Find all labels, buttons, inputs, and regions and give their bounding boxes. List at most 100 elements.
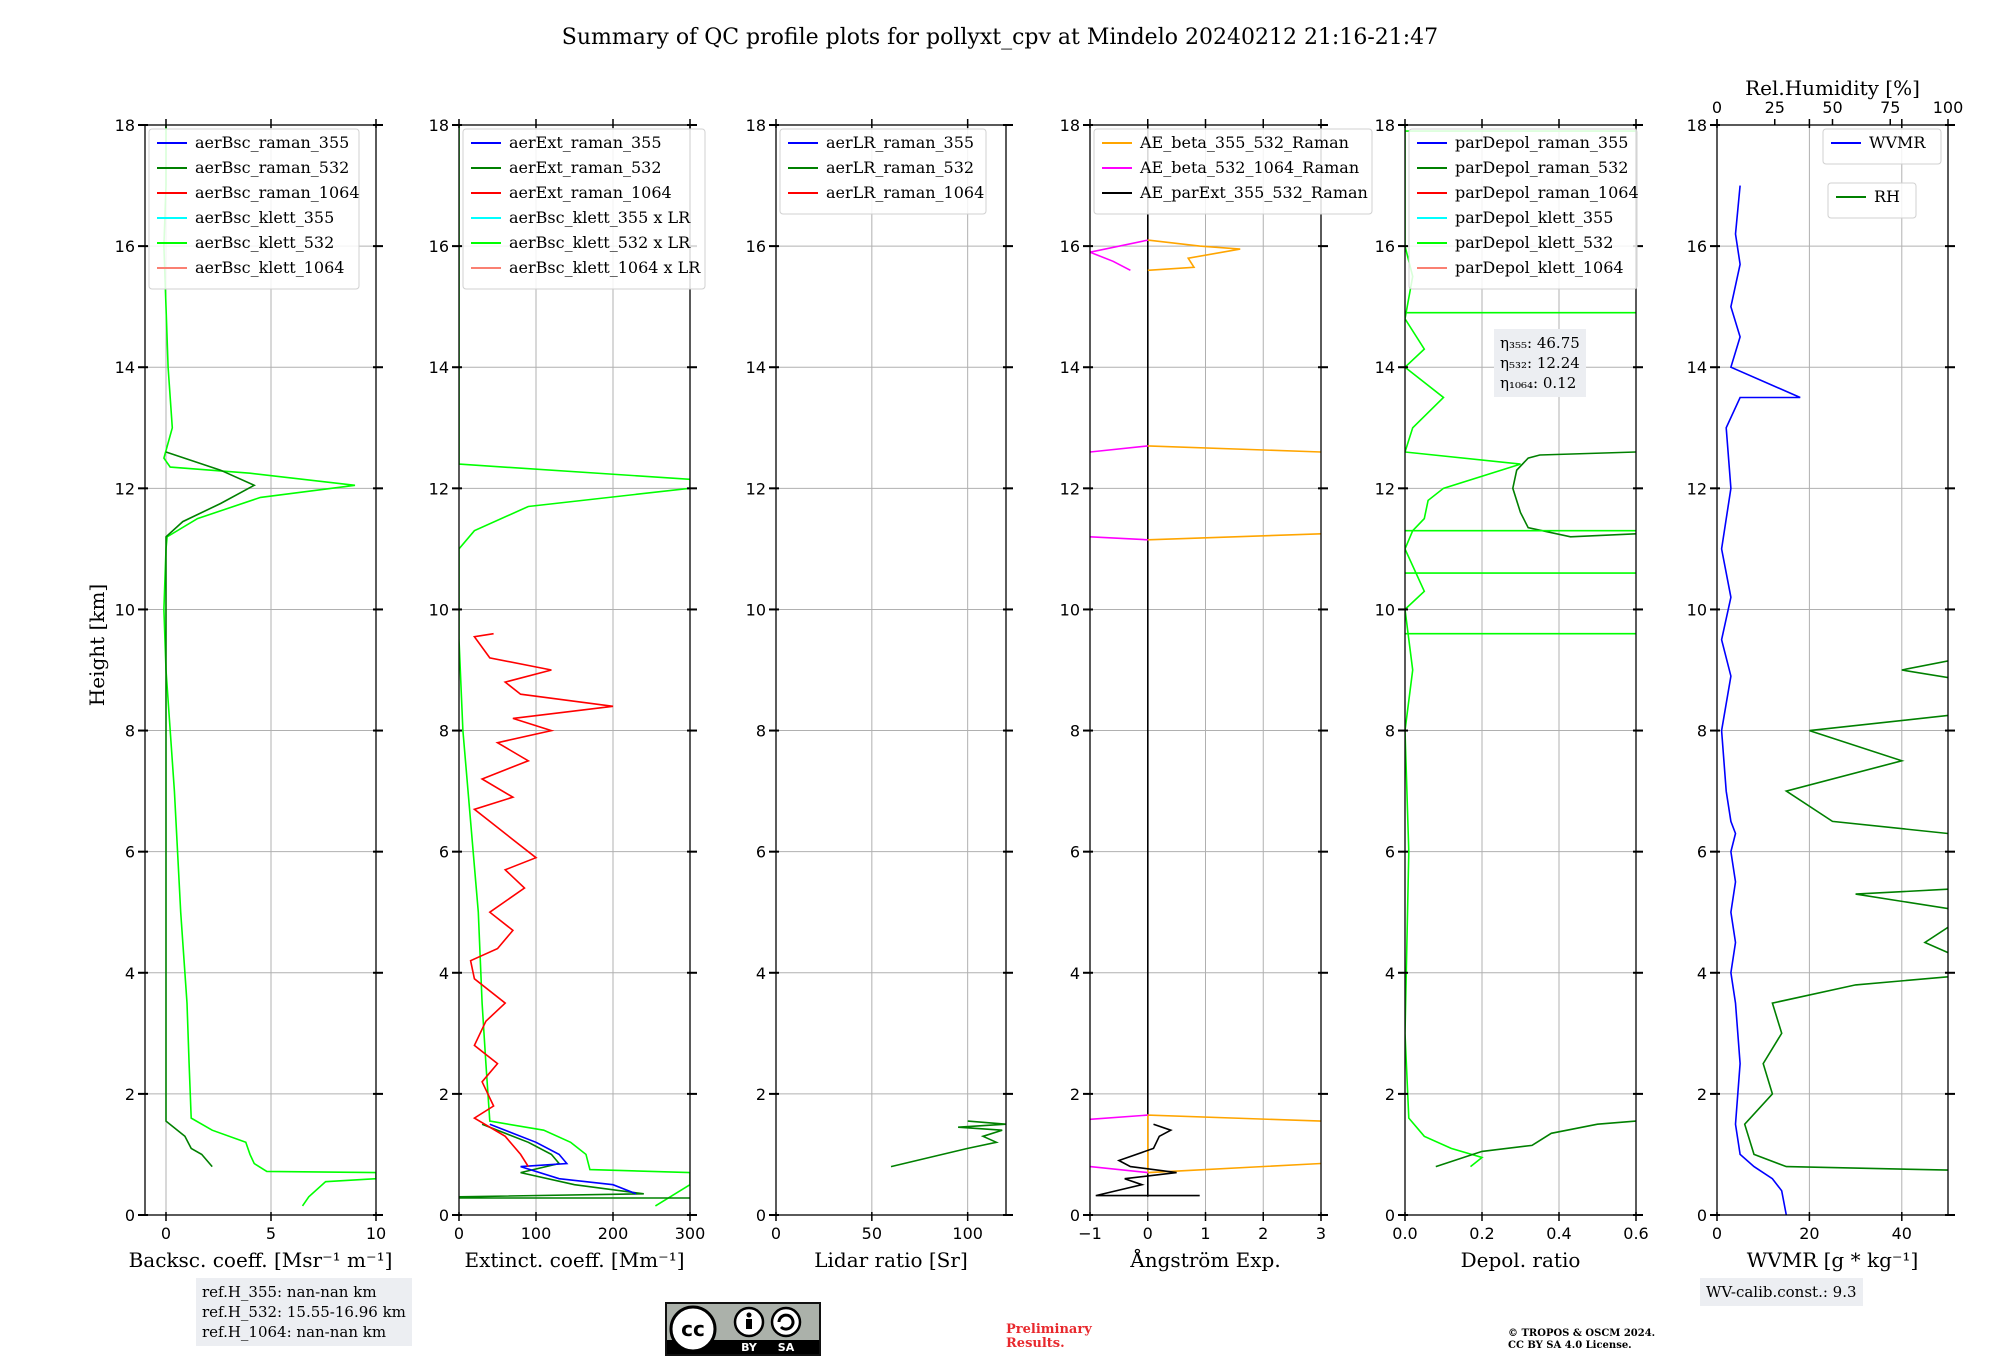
x-tick-label: 0 xyxy=(454,1224,464,1243)
x-tick-label: 2 xyxy=(1258,1224,1268,1243)
x-tick-label: 100 xyxy=(952,1224,983,1243)
legend-frame xyxy=(779,128,987,215)
series-line xyxy=(1511,451,1636,538)
legend-secondary: RH xyxy=(1827,182,1917,219)
x-axis-label: Depol. ratio xyxy=(1461,1248,1581,1272)
y-tick-label: 8 xyxy=(125,722,135,741)
x-tick-label: 10 xyxy=(366,1224,386,1243)
x-tick-label: 0 xyxy=(1712,1224,1722,1243)
y-tick-label: 2 xyxy=(1070,1085,1080,1104)
y-tick-label: 12 xyxy=(746,479,766,498)
y-tick-label: 14 xyxy=(429,358,449,377)
legend-label: aerExt_raman_532 xyxy=(509,158,662,177)
y-tick-label: 10 xyxy=(746,600,766,619)
y-tick-label: 16 xyxy=(1687,237,1707,256)
panel-bsc: 0 2 4 6 8 10 12 14 16 18 0 5 10 Backsc. coeff. [Msr⁻¹… xyxy=(115,116,393,1272)
copyright-line-1: © TROPOS & OSCM 2024. xyxy=(1508,1328,1656,1339)
cc-license-badge: cc BY SA xyxy=(665,1302,821,1356)
y-tick-label: 8 xyxy=(1070,722,1080,741)
legend-label: parDepol_klett_532 xyxy=(1455,233,1613,252)
y-tick-label: 4 xyxy=(1070,964,1080,983)
legend-label: aerLR_raman_1064 xyxy=(826,183,984,202)
legend-label: aerLR_raman_532 xyxy=(826,158,974,177)
y-tick-label: 6 xyxy=(1697,843,1707,862)
y-tick-label: 4 xyxy=(1697,964,1707,983)
legend-frame xyxy=(1822,128,1942,165)
y-tick-label: 2 xyxy=(439,1085,449,1104)
legend-label: WVMR xyxy=(1869,133,1926,152)
y-tick-label: 18 xyxy=(1060,116,1080,135)
legend-label: aerExt_raman_355 xyxy=(509,133,662,152)
series-line xyxy=(1090,536,1148,541)
y-tick-label: 4 xyxy=(439,964,449,983)
x-tick-label: 0 xyxy=(161,1224,171,1243)
ref-height-532: ref.H_532: 15.55-16.96 km xyxy=(202,1303,406,1321)
figure-title: Summary of QC profile plots for pollyxt_… xyxy=(562,25,1438,50)
x-tick-label: 40 xyxy=(1892,1224,1912,1243)
eta-355: η₃₅₅: 46.75 xyxy=(1500,334,1580,352)
legend-label: aerBsc_klett_355 x LR xyxy=(509,208,691,227)
y-tick-label: 14 xyxy=(1375,358,1395,377)
y-tick-label: 4 xyxy=(756,964,766,983)
x-tick-label: 200 xyxy=(598,1224,629,1243)
y-tick-label: 8 xyxy=(756,722,766,741)
y-tick-label: 0 xyxy=(1385,1206,1395,1225)
legend-label: aerBsc_klett_1064 x LR xyxy=(509,258,701,277)
axes-frame xyxy=(1716,124,1949,1216)
legend-label: aerBsc_raman_355 xyxy=(195,133,349,152)
x-tick-label: 20 xyxy=(1799,1224,1819,1243)
legend-label: aerBsc_klett_355 xyxy=(195,208,334,227)
y-tick-label: 10 xyxy=(1060,600,1080,619)
legend-label: aerBsc_klett_1064 xyxy=(195,258,344,277)
x-tick-label: 300 xyxy=(675,1224,706,1243)
legend-frame xyxy=(148,128,360,290)
cc-text: cc xyxy=(681,1317,705,1341)
wv-calib-const: WV-calib.const.: 9.3 xyxy=(1706,1283,1857,1301)
series-line xyxy=(165,451,257,1168)
series-line xyxy=(1435,1120,1636,1168)
y-tick-label: 18 xyxy=(1375,116,1395,135)
y-tick-label: 18 xyxy=(429,116,449,135)
x-tick-label: 0 xyxy=(771,1224,781,1243)
panel-ext: 0 2 4 6 8 10 12 14 16 18 0 100 200 300 Extinct. coeff.… xyxy=(429,116,706,1272)
x-tick-label: −1 xyxy=(1078,1224,1102,1243)
series-line xyxy=(459,125,690,1207)
legend-label: aerBsc_raman_1064 xyxy=(195,183,360,202)
x-tick-label: 1 xyxy=(1200,1224,1210,1243)
copyright-line-2: CC BY SA 4.0 License. xyxy=(1508,1340,1632,1351)
series-group xyxy=(890,1120,1006,1168)
x-tick-label: 0.4 xyxy=(1546,1224,1571,1243)
axes-frame xyxy=(1404,124,1637,1216)
x-tick-label: 100 xyxy=(521,1224,552,1243)
series-group xyxy=(1720,185,1948,1215)
y-tick-label: 10 xyxy=(1375,600,1395,619)
series-group xyxy=(459,125,690,1207)
y-tick-label: 16 xyxy=(429,237,449,256)
legend-label: aerExt_raman_1064 xyxy=(509,183,672,202)
axes-frame xyxy=(144,124,377,1216)
legend-label: aerBsc_klett_532 x LR xyxy=(509,233,691,252)
series-line xyxy=(459,1123,690,1199)
top-x-tick-label: 50 xyxy=(1822,98,1842,117)
x-tick-label: 0.2 xyxy=(1469,1224,1494,1243)
legend-label: aerLR_raman_355 xyxy=(826,133,974,152)
series-line xyxy=(1090,1165,1148,1174)
y-tick-label: 2 xyxy=(1697,1085,1707,1104)
y-tick-label: 12 xyxy=(1375,479,1395,498)
axes-frame xyxy=(458,124,691,1216)
y-tick-label: 18 xyxy=(115,116,135,135)
panel-depol: 0 2 4 6 8 10 12 14 16 18 0.0 0.2 0.4 0.6 Depol. ratio p… xyxy=(1375,116,1649,1272)
y-tick-label: 0 xyxy=(1697,1206,1707,1225)
y-tick-label: 12 xyxy=(1060,479,1080,498)
legend-label: aerBsc_raman_532 xyxy=(195,158,349,177)
x-axis-label: Extinct. coeff. [Mm⁻¹] xyxy=(464,1248,684,1272)
y-tick-label: 18 xyxy=(1687,116,1707,135)
y-tick-label: 6 xyxy=(125,843,135,862)
panel-wv: 0 2 4 6 8 10 12 14 16 18 0 20 40 WVMR [g * kg⁻¹] 0 25 50… xyxy=(1687,76,1964,1272)
y-tick-label: 10 xyxy=(429,600,449,619)
copyright-note: © TROPOS & OSCM 2024. CC BY SA 4.0 Licen… xyxy=(1508,1328,1655,1352)
series-line xyxy=(489,1123,637,1195)
series-line xyxy=(1095,1123,1200,1197)
y-tick-label: 14 xyxy=(115,358,135,377)
